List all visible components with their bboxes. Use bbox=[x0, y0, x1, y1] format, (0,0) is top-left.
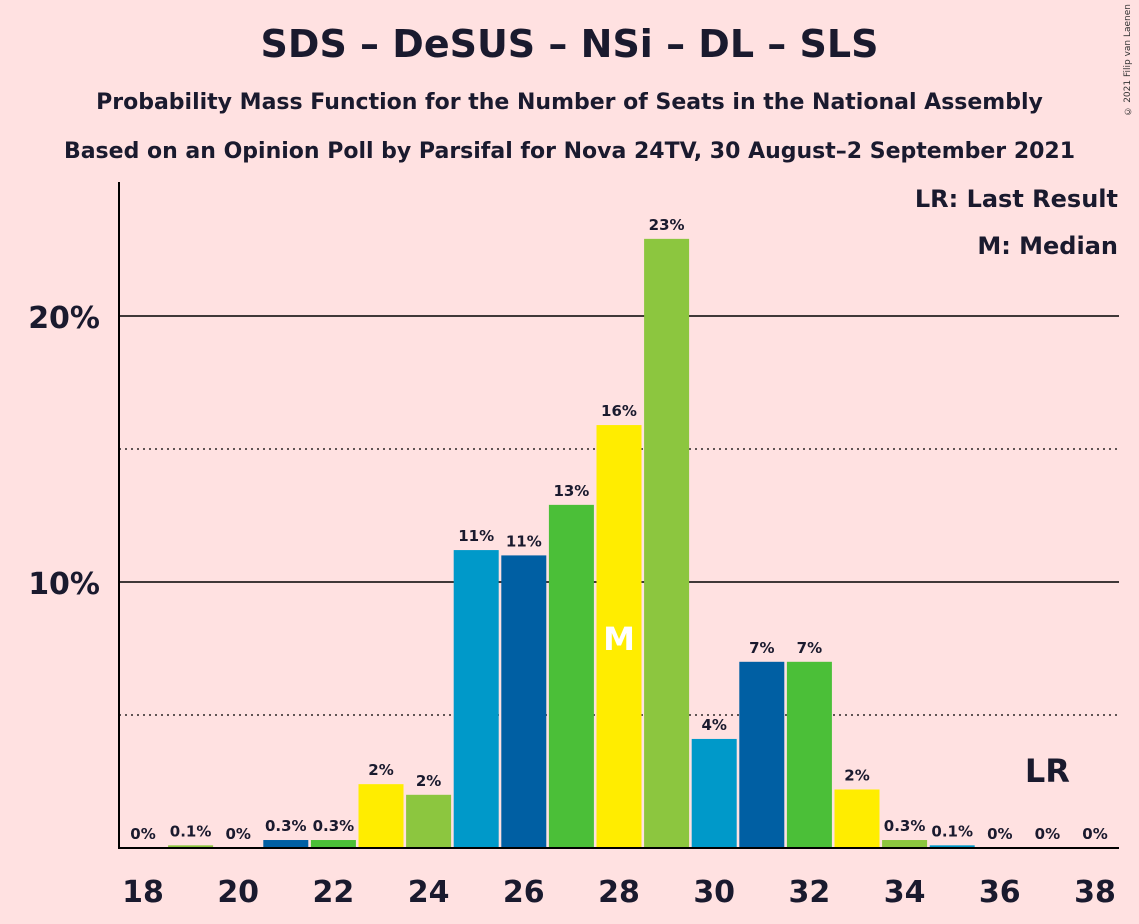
data-label: 4% bbox=[701, 716, 726, 734]
chart-subtitle: Probability Mass Function for the Number… bbox=[96, 90, 1043, 115]
bar bbox=[453, 550, 499, 848]
bar bbox=[834, 789, 880, 848]
bar bbox=[358, 784, 404, 848]
data-label: 11% bbox=[458, 527, 494, 545]
data-label: 0.1% bbox=[170, 822, 212, 840]
y-tick-label: 10% bbox=[28, 567, 100, 602]
median-marker: M bbox=[603, 620, 635, 658]
x-tick-label: 18 bbox=[122, 875, 164, 910]
data-label: 2% bbox=[416, 772, 441, 790]
chart-title: SDS – DeSUS – NSi – DL – SLS bbox=[260, 22, 879, 66]
x-tick-label: 20 bbox=[217, 875, 259, 910]
data-label: 0.3% bbox=[884, 817, 926, 835]
bar bbox=[786, 661, 832, 848]
data-label: 23% bbox=[649, 216, 685, 234]
data-label: 2% bbox=[368, 761, 393, 779]
bar bbox=[882, 840, 928, 848]
bar bbox=[929, 845, 975, 848]
bar bbox=[691, 738, 737, 848]
bar bbox=[168, 845, 214, 848]
bar bbox=[310, 840, 356, 848]
bar bbox=[596, 425, 642, 848]
x-tick-label: 22 bbox=[313, 875, 355, 910]
x-tick-label: 32 bbox=[789, 875, 831, 910]
data-label: 2% bbox=[844, 766, 869, 784]
data-label: 11% bbox=[506, 532, 542, 550]
legend-last-result: LR: Last Result bbox=[914, 185, 1118, 213]
data-label: 0.3% bbox=[313, 817, 355, 835]
x-tick-label: 38 bbox=[1074, 875, 1116, 910]
y-tick-label: 20% bbox=[28, 301, 100, 336]
data-label: 0% bbox=[225, 825, 250, 843]
data-label: 0% bbox=[987, 825, 1012, 843]
bar bbox=[263, 840, 309, 848]
data-label: 0.1% bbox=[931, 822, 973, 840]
data-label: 16% bbox=[601, 402, 637, 420]
x-tick-label: 34 bbox=[884, 875, 926, 910]
data-label: 0.3% bbox=[265, 817, 307, 835]
bar bbox=[644, 238, 690, 849]
x-tick-label: 36 bbox=[979, 875, 1021, 910]
data-label: 0% bbox=[1035, 825, 1060, 843]
data-label: 7% bbox=[749, 639, 774, 657]
x-tick-label: 24 bbox=[408, 875, 450, 910]
data-label: 0% bbox=[1082, 825, 1107, 843]
bar bbox=[548, 504, 594, 848]
x-tick-label: 26 bbox=[503, 875, 545, 910]
bar bbox=[739, 661, 785, 848]
data-label: 13% bbox=[553, 482, 589, 500]
x-tick-label: 30 bbox=[693, 875, 735, 910]
legend-median: M: Median bbox=[977, 232, 1118, 260]
bar bbox=[501, 555, 547, 848]
bar bbox=[406, 794, 452, 848]
chart-source-line: Based on an Opinion Poll by Parsifal for… bbox=[63, 139, 1076, 164]
last-result-marker: LR bbox=[1025, 752, 1070, 790]
data-label: 0% bbox=[130, 825, 155, 843]
data-label: 7% bbox=[797, 639, 822, 657]
x-tick-label: 28 bbox=[598, 875, 640, 910]
